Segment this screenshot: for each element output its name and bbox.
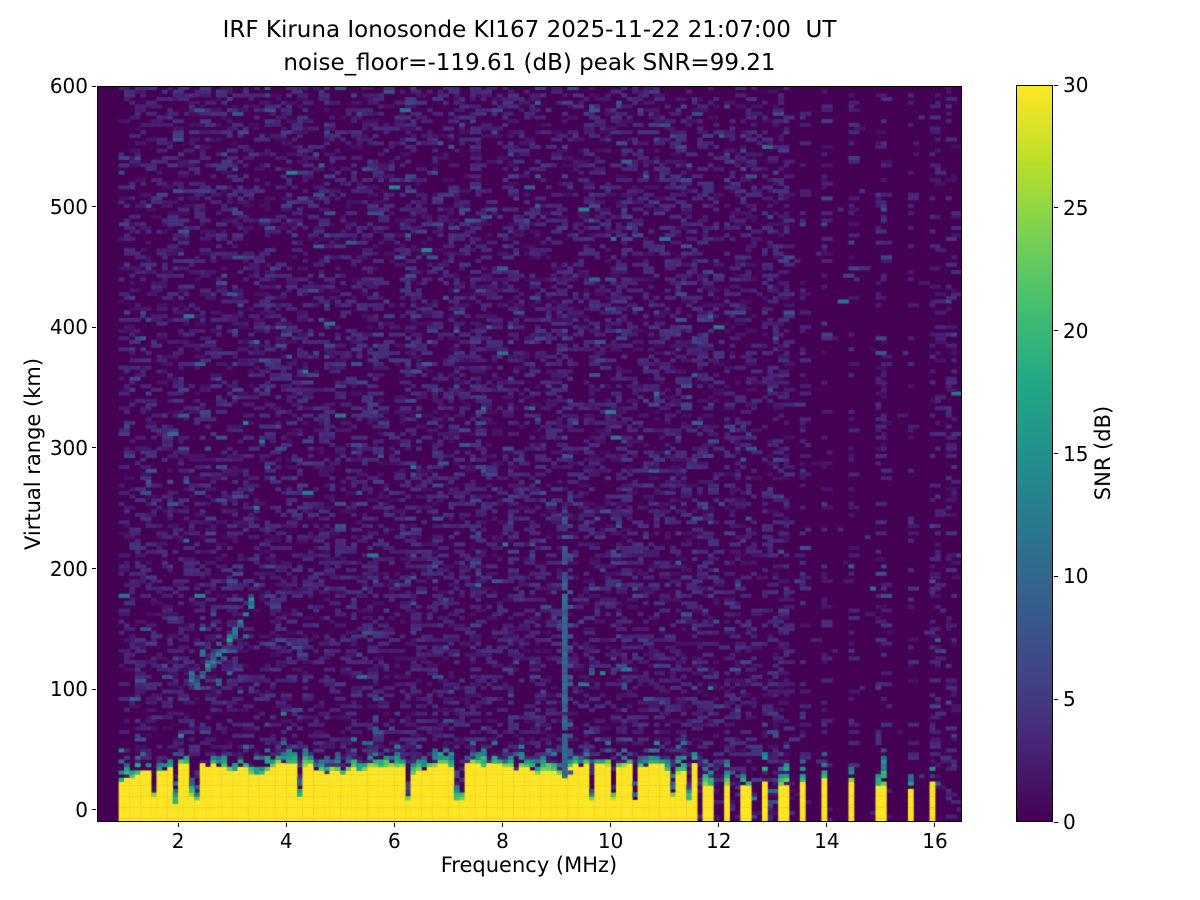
y-tick bbox=[92, 447, 96, 449]
x-tick bbox=[718, 823, 720, 827]
x-tick-label: 2 bbox=[171, 829, 185, 853]
colorbar-tick-label: 25 bbox=[1063, 195, 1089, 220]
x-tick bbox=[285, 823, 287, 827]
colorbar-tick-label: 5 bbox=[1063, 687, 1076, 712]
y-tick-label: 500 bbox=[49, 194, 88, 219]
colorbar-tick bbox=[1054, 84, 1058, 86]
y-tick-label: 600 bbox=[49, 74, 88, 98]
y-tick bbox=[92, 688, 96, 690]
colorbar-tick-label: 0 bbox=[1063, 810, 1076, 834]
x-tick bbox=[177, 823, 179, 827]
colorbar-tick-label: 10 bbox=[1063, 564, 1089, 589]
plot-subtitle: noise_floor=-119.61 (dB) peak SNR=99.21 bbox=[283, 50, 776, 76]
y-tick bbox=[92, 568, 96, 570]
colorbar-tick bbox=[1054, 821, 1058, 823]
colorbar-tick bbox=[1054, 453, 1058, 454]
x-tick-label: 12 bbox=[705, 829, 732, 853]
x-tick bbox=[501, 823, 503, 827]
x-axis-label: Frequency (MHz) bbox=[440, 853, 618, 877]
x-tick-label: 6 bbox=[387, 829, 401, 853]
colorbar-label: SNR (dB) bbox=[1091, 405, 1115, 501]
y-tick bbox=[92, 326, 96, 328]
colorbar-tick bbox=[1054, 330, 1058, 332]
colorbar bbox=[1016, 85, 1053, 822]
colorbar-tick-label: 15 bbox=[1063, 441, 1089, 466]
y-tick bbox=[92, 85, 96, 87]
x-tick-label: 10 bbox=[597, 829, 624, 853]
colorbar-tick bbox=[1054, 207, 1058, 209]
colorbar-tick bbox=[1054, 575, 1058, 577]
y-tick-label: 100 bbox=[49, 677, 88, 702]
x-tick bbox=[826, 823, 828, 827]
heatmap-canvas bbox=[97, 86, 962, 822]
x-tick-label: 14 bbox=[814, 829, 840, 853]
colorbar-tick-label: 20 bbox=[1063, 318, 1089, 343]
x-tick-label: 16 bbox=[922, 829, 948, 853]
colorbar-tick bbox=[1054, 698, 1058, 700]
x-tick-label: 4 bbox=[279, 829, 293, 853]
y-tick bbox=[92, 809, 96, 811]
y-tick-label: 200 bbox=[49, 556, 88, 581]
colorbar-tick-label: 30 bbox=[1063, 73, 1089, 97]
y-tick-label: 0 bbox=[75, 797, 88, 822]
y-tick-label: 300 bbox=[49, 435, 88, 460]
x-tick bbox=[610, 823, 612, 827]
y-tick-label: 400 bbox=[49, 315, 88, 340]
plot-title: IRF Kiruna Ionosonde KI167 2025-11-22 21… bbox=[222, 17, 837, 43]
x-tick bbox=[393, 823, 395, 827]
x-tick-label: 8 bbox=[496, 829, 509, 853]
y-tick bbox=[92, 206, 96, 208]
x-tick bbox=[934, 823, 936, 827]
